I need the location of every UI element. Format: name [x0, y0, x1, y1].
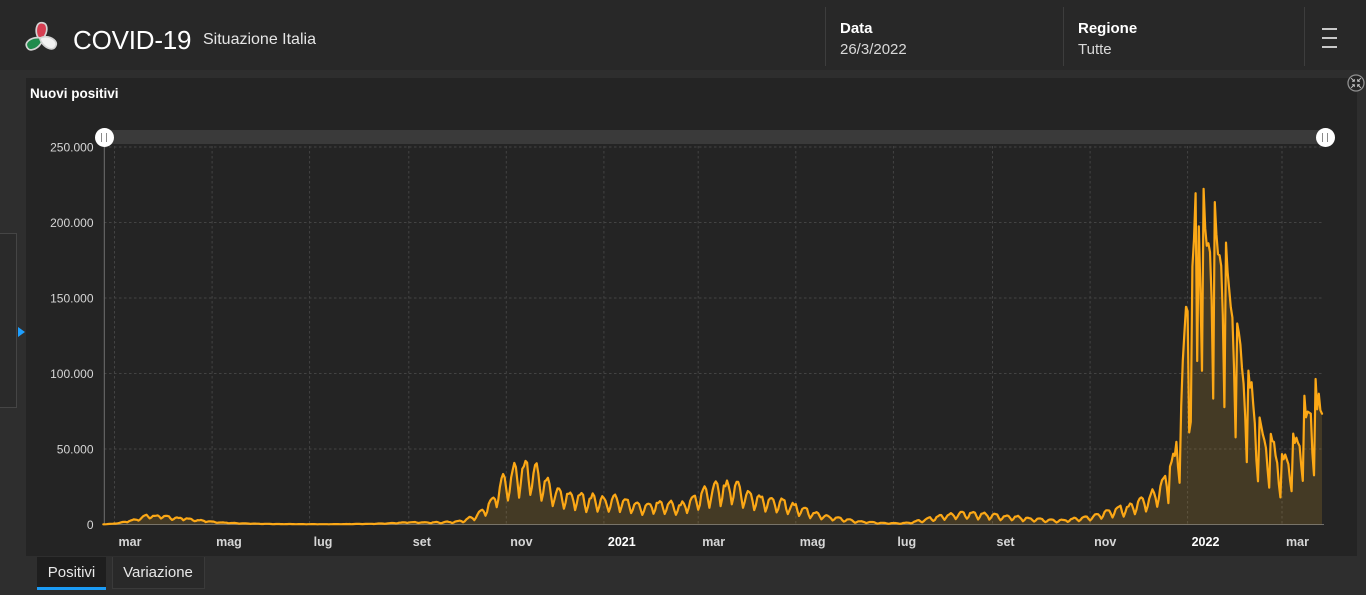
svg-text:mar: mar	[702, 535, 725, 549]
svg-text:mag: mag	[216, 535, 242, 549]
svg-text:nov: nov	[1094, 535, 1116, 549]
svg-text:mar: mar	[119, 535, 142, 549]
svg-text:2021: 2021	[608, 535, 636, 549]
svg-text:nov: nov	[510, 535, 532, 549]
svg-text:0: 0	[87, 518, 94, 532]
svg-text:150.000: 150.000	[50, 292, 94, 306]
svg-text:set: set	[997, 535, 1016, 549]
svg-text:100.000: 100.000	[50, 367, 94, 381]
svg-text:2022: 2022	[1192, 535, 1220, 549]
svg-text:mag: mag	[800, 535, 826, 549]
svg-text:mar: mar	[1286, 535, 1309, 549]
svg-text:set: set	[413, 535, 432, 549]
svg-text:50.000: 50.000	[57, 443, 94, 457]
svg-text:250.000: 250.000	[50, 141, 94, 155]
svg-text:lug: lug	[314, 535, 333, 549]
svg-text:lug: lug	[897, 535, 916, 549]
svg-text:200.000: 200.000	[50, 216, 94, 230]
